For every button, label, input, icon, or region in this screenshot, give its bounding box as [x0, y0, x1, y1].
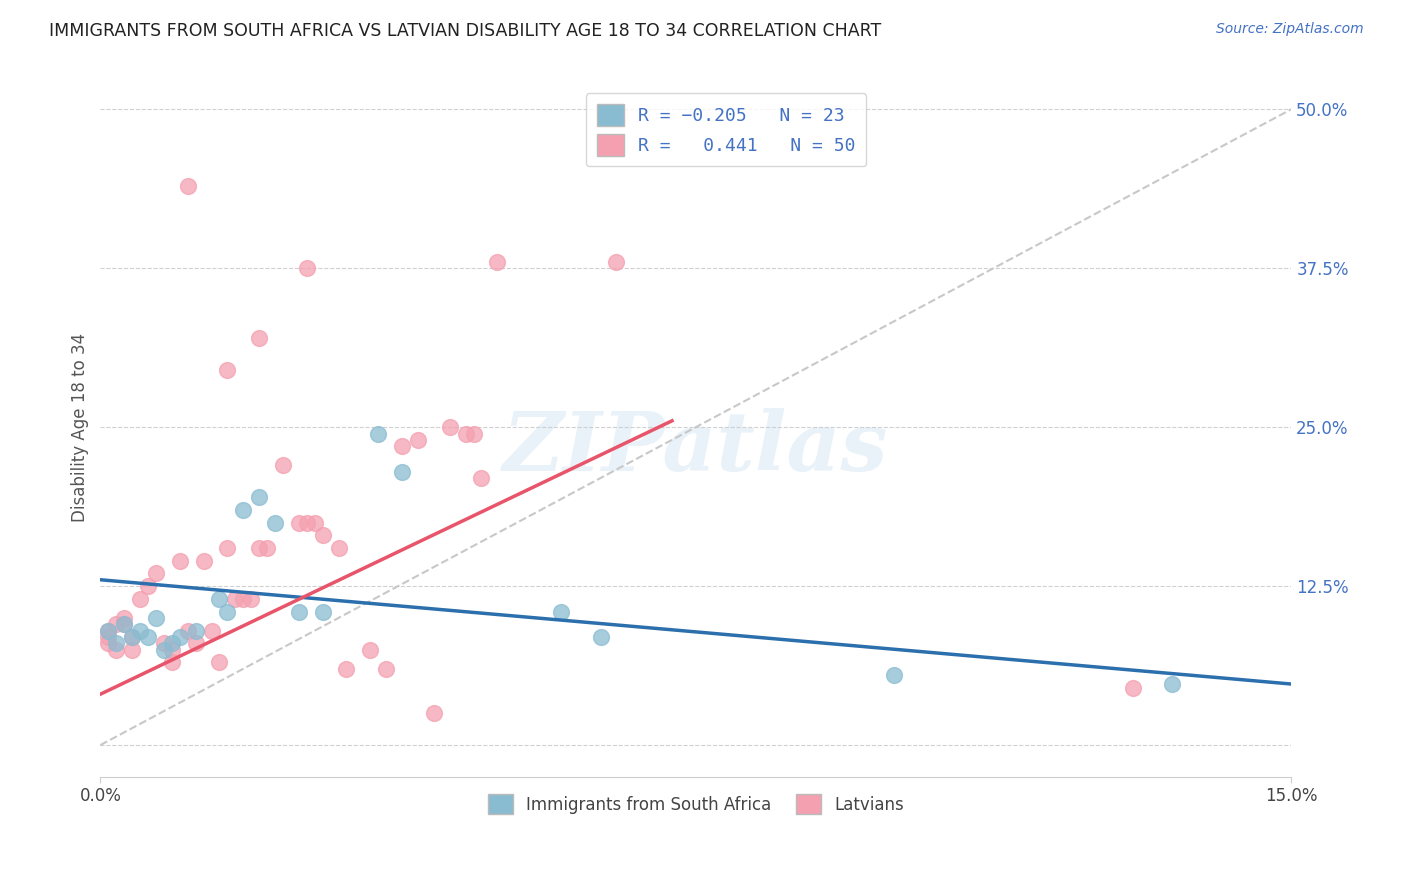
- Point: [184, 636, 207, 650]
- Point: [391, 439, 413, 453]
- Point: [375, 662, 398, 676]
- Point: [311, 528, 333, 542]
- Point: [550, 605, 572, 619]
- Point: [264, 516, 287, 530]
- Point: [208, 591, 231, 606]
- Point: [1161, 677, 1184, 691]
- Point: [1122, 681, 1144, 695]
- Point: [121, 630, 143, 644]
- Point: [153, 642, 176, 657]
- Point: [129, 591, 152, 606]
- Text: ZIPatlas: ZIPatlas: [503, 409, 889, 488]
- Point: [288, 516, 311, 530]
- Point: [136, 630, 159, 644]
- Point: [176, 624, 198, 638]
- Point: [121, 630, 143, 644]
- Point: [240, 591, 263, 606]
- Point: [184, 624, 207, 638]
- Point: [470, 471, 492, 485]
- Point: [160, 656, 183, 670]
- Point: [160, 636, 183, 650]
- Point: [97, 630, 120, 644]
- Point: [145, 611, 167, 625]
- Point: [391, 465, 413, 479]
- Point: [359, 642, 381, 657]
- Point: [153, 636, 176, 650]
- Point: [454, 426, 477, 441]
- Point: [105, 636, 128, 650]
- Point: [193, 554, 215, 568]
- Legend: Immigrants from South Africa, Latvians: Immigrants from South Africa, Latvians: [478, 784, 914, 824]
- Point: [169, 630, 191, 644]
- Point: [112, 617, 135, 632]
- Point: [367, 426, 389, 441]
- Point: [217, 605, 239, 619]
- Point: [486, 255, 509, 269]
- Point: [224, 591, 246, 606]
- Point: [97, 624, 120, 638]
- Point: [105, 642, 128, 657]
- Point: [463, 426, 485, 441]
- Point: [295, 516, 318, 530]
- Point: [232, 591, 254, 606]
- Point: [328, 541, 350, 555]
- Point: [271, 458, 294, 473]
- Y-axis label: Disability Age 18 to 34: Disability Age 18 to 34: [72, 333, 89, 522]
- Point: [883, 668, 905, 682]
- Point: [256, 541, 278, 555]
- Point: [406, 433, 429, 447]
- Point: [605, 255, 627, 269]
- Point: [335, 662, 357, 676]
- Point: [136, 579, 159, 593]
- Point: [129, 624, 152, 638]
- Text: Source: ZipAtlas.com: Source: ZipAtlas.com: [1216, 22, 1364, 37]
- Point: [121, 642, 143, 657]
- Point: [97, 636, 120, 650]
- Point: [200, 624, 222, 638]
- Point: [589, 630, 612, 644]
- Point: [247, 490, 270, 504]
- Point: [217, 363, 239, 377]
- Point: [112, 617, 135, 632]
- Point: [232, 503, 254, 517]
- Point: [247, 331, 270, 345]
- Point: [97, 624, 120, 638]
- Point: [288, 605, 311, 619]
- Point: [112, 611, 135, 625]
- Point: [304, 516, 326, 530]
- Point: [160, 642, 183, 657]
- Point: [423, 706, 446, 721]
- Point: [247, 541, 270, 555]
- Point: [145, 566, 167, 581]
- Point: [295, 261, 318, 276]
- Text: IMMIGRANTS FROM SOUTH AFRICA VS LATVIAN DISABILITY AGE 18 TO 34 CORRELATION CHAR: IMMIGRANTS FROM SOUTH AFRICA VS LATVIAN …: [49, 22, 882, 40]
- Point: [311, 605, 333, 619]
- Point: [439, 420, 461, 434]
- Point: [208, 656, 231, 670]
- Point: [105, 617, 128, 632]
- Point: [176, 178, 198, 193]
- Point: [217, 541, 239, 555]
- Point: [169, 554, 191, 568]
